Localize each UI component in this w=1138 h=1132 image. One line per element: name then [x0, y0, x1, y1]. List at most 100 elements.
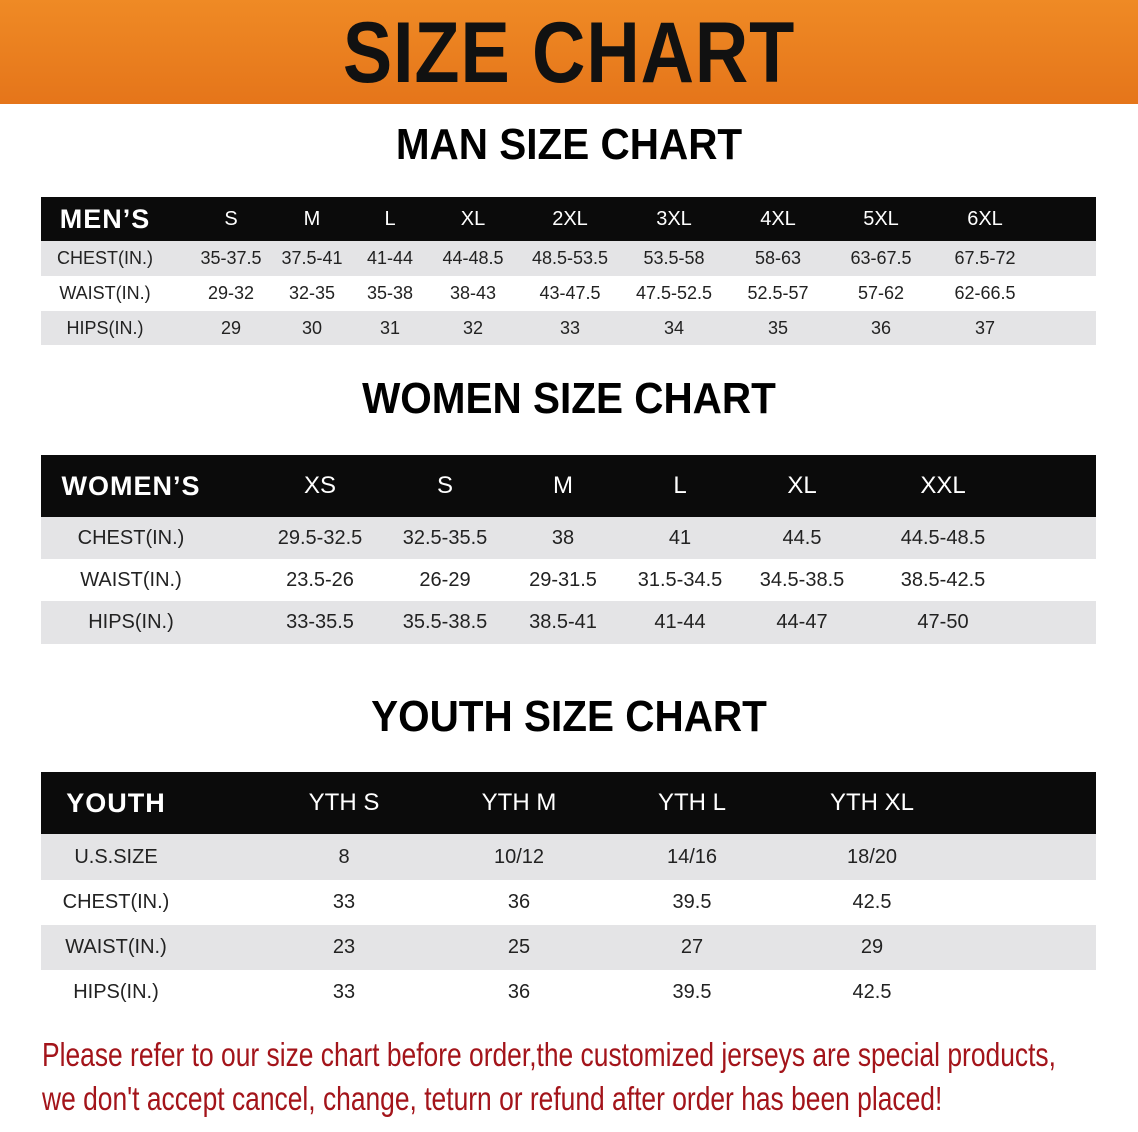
measurement-cell: 14/16 [666, 845, 718, 868]
measurement-cell: 48.5-53.5 [531, 248, 609, 268]
measurement-cell: 33-35.5 [286, 611, 354, 633]
measurement-cell: 38.5-41 [529, 611, 597, 633]
size-column-header: XL [460, 207, 486, 230]
measurement-cell: 10/12 [493, 845, 545, 868]
row-label: WAIST(IN.) [65, 936, 167, 958]
table-row: CHEST(IN.) 33 36 39.5 42.5 [41, 880, 1096, 925]
header-row: MEN’S S M L XL 2XL 3XL 4XL 5XL 6XL [41, 197, 1096, 241]
table-row: CHEST(IN.) 35-37.5 37.5-41 41-44 44-48.5 48.5… [41, 241, 1096, 276]
header-row: WOMEN’S XS S M L XL XXL [41, 455, 1096, 517]
size-column-header: 6XL [967, 207, 1003, 230]
measurement-cell: 33 [559, 317, 581, 338]
measurement-cell: 41-44 [654, 611, 706, 633]
measurement-cell: 44.5-48.5 [900, 526, 986, 549]
measurement-cell: 23.5-26 [286, 568, 354, 591]
size-column-header: 5XL [863, 207, 899, 230]
row-label: HIPS(IN.) [66, 317, 144, 338]
size-column-header: YTH M [481, 789, 557, 816]
row-label: WAIST(IN.) [80, 568, 182, 591]
measurement-cell: 53.5-58 [643, 248, 705, 268]
measurement-cell: 18/20 [846, 845, 898, 868]
women-section-title: WOMEN SIZE CHART [362, 374, 776, 423]
measurement-cell: 44-47 [776, 611, 828, 633]
measurement-cell: 8 [338, 845, 350, 868]
size-column-header: 3XL [656, 207, 692, 230]
measurement-cell: 32.5-35.5 [402, 526, 488, 549]
size-column-header: 2XL [552, 207, 588, 230]
notice-line-1: Please refer to our size chart before or… [42, 1036, 1056, 1073]
measurement-cell: 35 [767, 317, 789, 338]
row-label: CHEST(IN.) [77, 526, 185, 549]
table-row: HIPS(IN.) 33-35.5 35.5-38.5 38.5-41 41-44 44-… [41, 601, 1096, 644]
table-label: WOMEN’S [61, 470, 201, 501]
measurement-cell: 36 [507, 981, 531, 1003]
size-column-header: YTH S [308, 789, 380, 816]
youth-size-table: YOUTH YTH S YTH M YTH L YTH XL U.S.SIZE 8 10/12… [41, 772, 1096, 1015]
row-label: CHEST(IN.) [57, 248, 153, 268]
measurement-cell: 29 [220, 317, 242, 338]
men-size-table: MEN’S S M L XL 2XL 3XL 4XL 5XL 6XL CHEST(IN.) 35-37… [41, 197, 1096, 345]
header-row: YOUTH YTH S YTH M YTH L YTH XL [41, 772, 1096, 834]
table-row: U.S.SIZE 8 10/12 14/16 18/20 [41, 834, 1096, 880]
measurement-cell: 37 [974, 317, 996, 338]
table-row: HIPS(IN.) 29 30 31 32 33 34 35 36 37 [41, 311, 1096, 345]
table-row: WAIST(IN.) 23.5-26 26-29 29-31.5 31.5-34.5 34… [41, 559, 1096, 601]
size-column-header: YTH XL [829, 789, 915, 816]
measurement-cell: 29-31.5 [529, 568, 597, 591]
table-row: WAIST(IN.) 23 25 27 29 [41, 925, 1096, 970]
measurement-cell: 67.5-72 [954, 248, 1016, 268]
measurement-cell: 44-48.5 [442, 248, 504, 268]
size-column-header: S [436, 472, 453, 499]
measurement-cell: 25 [507, 936, 531, 958]
measurement-cell: 37.5-41 [281, 248, 343, 268]
measurement-cell: 34 [663, 317, 685, 338]
measurement-cell: 42.5 [852, 981, 892, 1003]
measurement-cell: 58-63 [754, 248, 802, 268]
notice-line-2: we don't accept cancel, change, teturn o… [42, 1080, 943, 1117]
table-row: HIPS(IN.) 33 36 39.5 42.5 [41, 970, 1096, 1015]
row-label: WAIST(IN.) [59, 283, 151, 303]
measurement-cell: 31 [379, 317, 401, 338]
measurement-cell: 29-32 [207, 283, 255, 303]
size-column-header: YTH L [657, 789, 726, 816]
measurement-cell: 34.5-38.5 [759, 568, 845, 591]
measurement-cell: 35-38 [366, 283, 414, 303]
size-column-header: XS [303, 472, 336, 499]
measurement-cell: 35.5-38.5 [402, 611, 488, 633]
row-label: HIPS(IN.) [73, 981, 159, 1003]
measurement-cell: 63-67.5 [850, 248, 912, 268]
size-column-header: L [673, 472, 687, 499]
size-column-header: S [224, 207, 238, 230]
measurement-cell: 38.5-42.5 [900, 568, 986, 591]
table-label: MEN’S [59, 203, 151, 234]
measurement-cell: 33 [332, 981, 356, 1003]
measurement-cell: 39.5 [672, 891, 712, 913]
measurement-cell: 35-37.5 [200, 248, 262, 268]
youth-section-title: YOUTH SIZE CHART [371, 692, 767, 741]
banner-title: SIZE CHART [342, 5, 796, 101]
measurement-cell: 31.5-34.5 [637, 568, 723, 591]
measurement-cell: 36 [507, 891, 531, 913]
measurement-cell: 23 [332, 936, 356, 958]
measurement-cell: 38-43 [449, 283, 497, 303]
size-column-header: M [553, 472, 573, 499]
size-column-header: L [384, 207, 396, 230]
measurement-cell: 42.5 [852, 891, 892, 913]
row-label: HIPS(IN.) [88, 611, 174, 633]
measurement-cell: 52.5-57 [747, 283, 809, 303]
row-label: CHEST(IN.) [62, 891, 170, 913]
table-row: WAIST(IN.) 29-32 32-35 35-38 38-43 43-47.5 47.… [41, 276, 1096, 311]
banner: SIZE CHART [0, 0, 1138, 104]
measurement-cell: 43-47.5 [539, 283, 601, 303]
measurement-cell: 57-62 [857, 283, 905, 303]
measurement-cell: 47.5-52.5 [635, 283, 713, 303]
row-label: U.S.SIZE [74, 845, 158, 868]
measurement-cell: 29.5-32.5 [277, 526, 363, 549]
size-column-header: XL [787, 472, 817, 499]
measurement-cell: 30 [301, 317, 323, 338]
men-section-title: MAN SIZE CHART [395, 120, 743, 169]
measurement-cell: 44.5 [782, 526, 822, 549]
measurement-cell: 39.5 [672, 981, 712, 1003]
measurement-cell: 41 [668, 526, 692, 549]
measurement-cell: 33 [332, 891, 356, 913]
